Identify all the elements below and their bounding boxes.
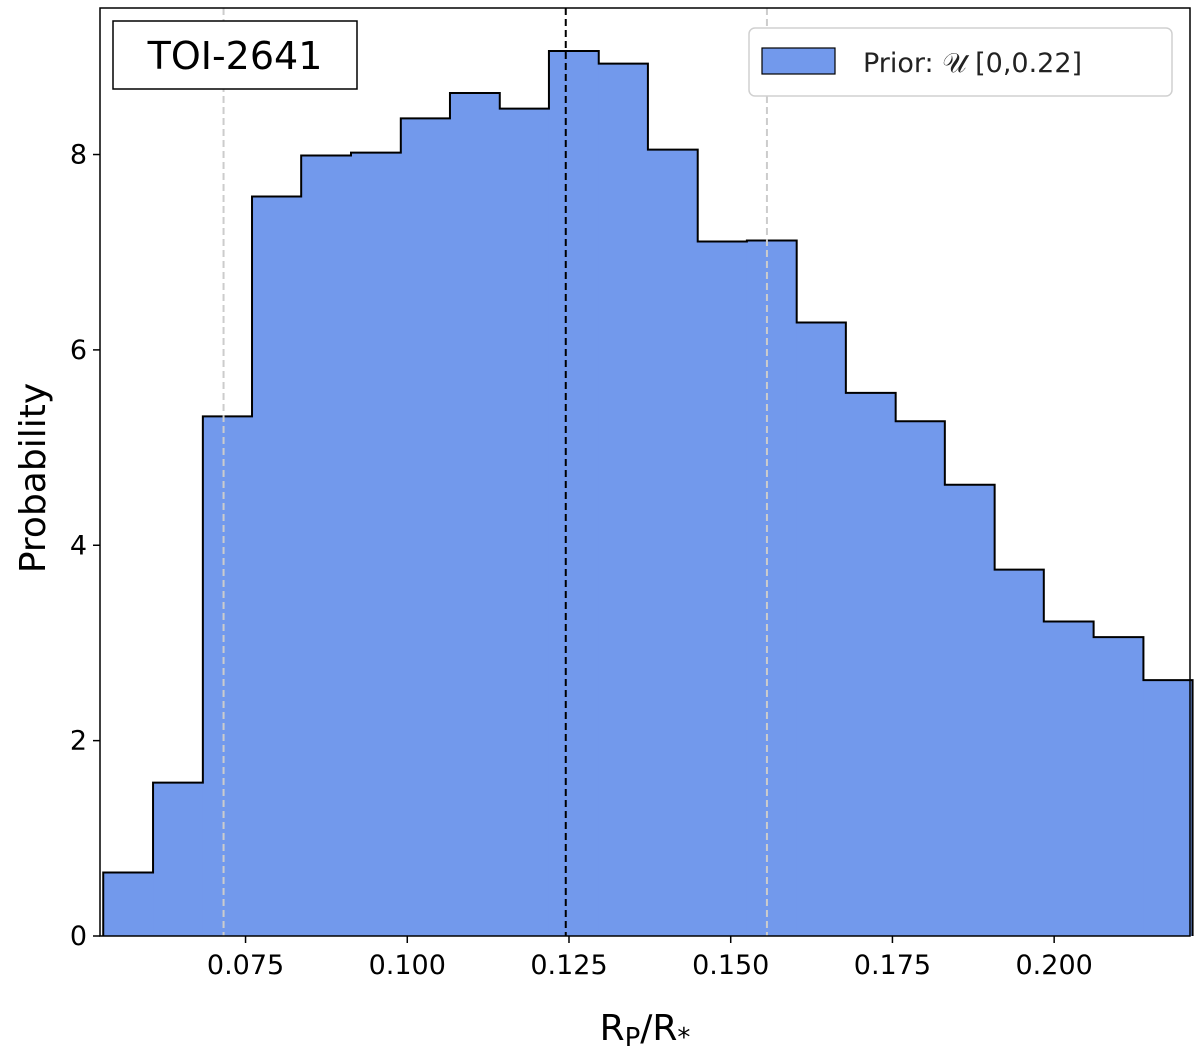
histogram-bar — [153, 782, 204, 936]
x-axis-ticks: 0.075 0.100 0.125 0.150 0.175 0.200 — [207, 936, 1093, 981]
histogram-bar — [598, 63, 649, 937]
x-tick-label: 0.175 — [854, 950, 931, 981]
histogram-bar — [202, 416, 253, 936]
histogram-bar — [350, 152, 402, 936]
histogram-bar — [449, 92, 501, 937]
legend: Prior: 𝒰 [0,0.22] — [748, 27, 1173, 97]
histogram-bar — [1143, 680, 1194, 936]
histogram-bar — [994, 569, 1045, 936]
x-axis-label: RP/R* — [600, 1008, 691, 1051]
histogram-bar — [301, 155, 352, 936]
plot-frame — [99, 7, 1191, 937]
annotation-text: TOI-2641 — [147, 34, 323, 78]
histogram-bar — [103, 872, 154, 936]
histogram-bar — [697, 241, 748, 936]
histogram-bar — [746, 240, 798, 937]
annotation-box: TOI-2641 — [112, 20, 358, 90]
y-axis-ticks: 0 2 4 6 8 — [70, 140, 100, 952]
histogram-bar — [796, 322, 847, 936]
histogram-bar — [548, 50, 600, 936]
y-tick-label: 8 — [70, 140, 87, 171]
histogram-bar — [895, 421, 946, 936]
legend-label: Prior: 𝒰 [0,0.22] — [863, 48, 1082, 79]
histogram-outline — [102, 49, 1194, 936]
y-tick-label: 6 — [70, 335, 87, 366]
x-tick-label: 0.125 — [530, 950, 607, 981]
histogram-bar — [845, 392, 897, 936]
x-tick-label: 0.075 — [207, 950, 284, 981]
histogram-bar — [647, 149, 699, 937]
y-tick-label: 2 — [70, 726, 87, 757]
y-tick-label: 4 — [70, 530, 87, 561]
y-axis-label: Probability — [13, 383, 54, 573]
histogram-bar — [1093, 637, 1145, 936]
legend-swatch — [761, 47, 836, 75]
histogram-bar — [400, 118, 451, 936]
histogram-bar — [499, 108, 550, 936]
x-tick-label: 0.150 — [692, 950, 769, 981]
histogram-bars — [102, 49, 1194, 937]
x-tick-label: 0.200 — [1016, 950, 1093, 981]
y-tick-label: 0 — [70, 921, 87, 952]
x-tick-label: 0.100 — [369, 950, 446, 981]
reference-lines — [222, 8, 768, 936]
histogram-bar — [252, 196, 302, 937]
histogram-bar — [944, 484, 996, 936]
histogram-bar — [1043, 621, 1095, 936]
